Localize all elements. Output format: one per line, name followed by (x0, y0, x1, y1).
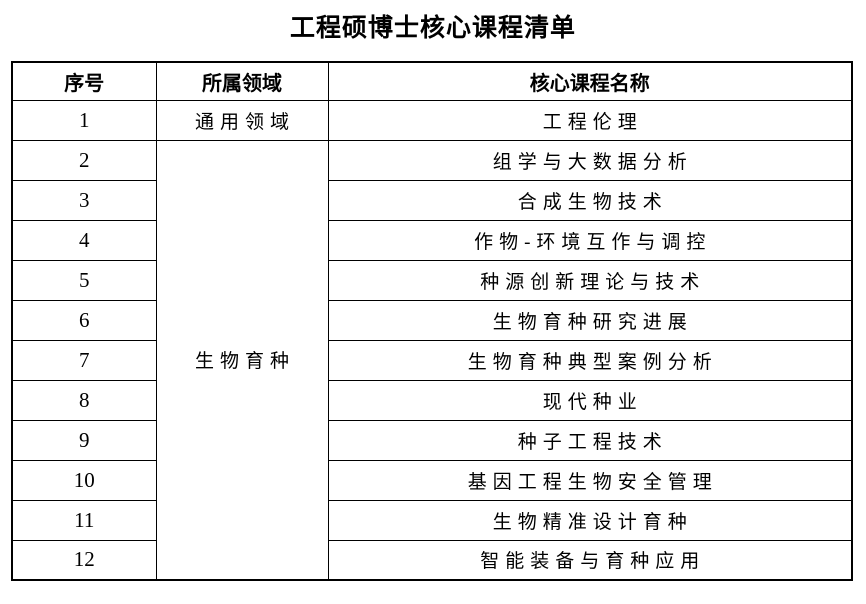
table-row: 9 种子工程技术 (11, 419, 853, 461)
table-row: 10 基因工程生物安全管理 (11, 459, 853, 501)
field-cell-bio-breeding: 生物育种 (155, 139, 329, 581)
course-cell: 工程伦理 (327, 99, 853, 141)
row-number-cell: 12 (11, 539, 157, 581)
row-number-cell: 4 (11, 219, 157, 261)
row-number-cell: 1 (11, 99, 157, 141)
table-row: 1 通用领域 工程伦理 (11, 99, 853, 141)
table-row: 5 种源创新理论与技术 (11, 259, 853, 301)
course-cell: 作物-环境互作与调控 (327, 219, 853, 261)
page-title: 工程硕博士核心课程清单 (289, 14, 576, 42)
course-cell: 现代种业 (327, 379, 853, 421)
header-row: 序号 所属领域 核心课程名称 (11, 61, 853, 101)
header-num: 序号 (11, 61, 157, 101)
row-number-cell: 9 (11, 419, 157, 461)
table-body: 1 通用领域 工程伦理 2 生物育种 组学与大数据分析 3 合成生物技术 4 作… (11, 99, 853, 581)
field-cell-general: 通用领域 (155, 99, 329, 141)
table-row: 7 生物育种典型案例分析 (11, 339, 853, 381)
row-number-cell: 3 (11, 179, 157, 221)
course-cell: 组学与大数据分析 (327, 139, 853, 181)
header-field: 所属领域 (155, 61, 329, 101)
row-number-cell: 6 (11, 299, 157, 341)
header-course: 核心课程名称 (327, 61, 853, 101)
course-cell: 合成生物技术 (327, 179, 853, 221)
table-row: 11 生物精准设计育种 (11, 499, 853, 541)
table-row: 3 合成生物技术 (11, 179, 853, 221)
course-cell: 生物育种研究进展 (327, 299, 853, 341)
row-number-cell: 8 (11, 379, 157, 421)
table-header: 序号 所属领域 核心课程名称 (11, 61, 853, 101)
course-cell: 基因工程生物安全管理 (327, 459, 853, 501)
table-row: 4 作物-环境互作与调控 (11, 219, 853, 261)
course-cell: 智能装备与育种应用 (327, 539, 853, 581)
course-cell: 生物精准设计育种 (327, 499, 853, 541)
core-course-table: 序号 所属领域 核心课程名称 1 通用领域 工程伦理 2 生物育种 组学与大数据… (11, 61, 853, 581)
table-row: 6 生物育种研究进展 (11, 299, 853, 341)
row-number-cell: 5 (11, 259, 157, 301)
row-number-cell: 10 (11, 459, 157, 501)
row-number-cell: 2 (11, 139, 157, 181)
row-number-cell: 11 (11, 499, 157, 541)
course-cell: 生物育种典型案例分析 (327, 339, 853, 381)
table-row: 8 现代种业 (11, 379, 853, 421)
course-cell: 种源创新理论与技术 (327, 259, 853, 301)
row-number-cell: 7 (11, 339, 157, 381)
course-cell: 种子工程技术 (327, 419, 853, 461)
table-row: 2 生物育种 组学与大数据分析 (11, 139, 853, 581)
table-row: 12 智能装备与育种应用 (11, 539, 853, 581)
